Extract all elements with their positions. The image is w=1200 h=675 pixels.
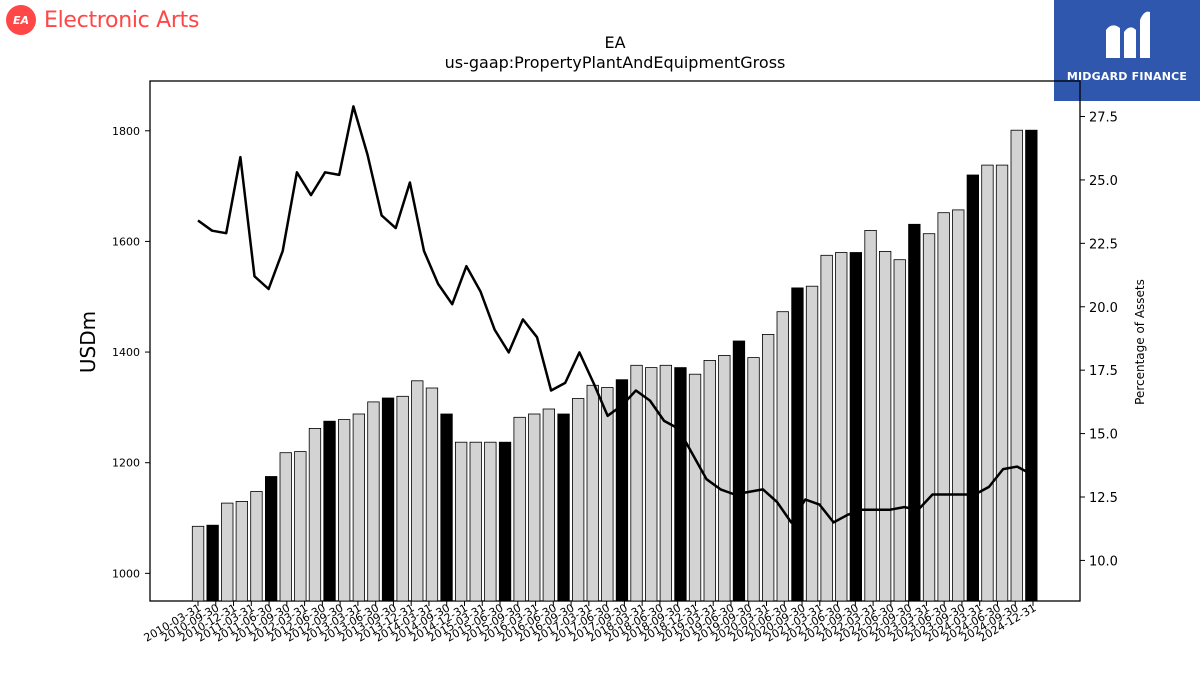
bar	[952, 209, 965, 602]
chart-title: EA	[604, 33, 625, 52]
bar	[995, 164, 1009, 602]
y2-tick-label: 15.0	[1089, 428, 1118, 443]
bar	[718, 354, 731, 602]
bar	[308, 427, 322, 602]
bar	[835, 252, 848, 602]
bar	[381, 397, 395, 602]
bar	[966, 174, 979, 602]
bar	[572, 398, 585, 602]
y2-tick-label: 25.0	[1089, 174, 1118, 189]
midgard-badge: MIDGARD FINANCE	[1054, 0, 1200, 101]
y2-tick-label: 27.5	[1089, 111, 1118, 126]
y-tick-label: 1800	[112, 125, 140, 138]
bar	[513, 416, 526, 602]
bar	[235, 500, 249, 602]
bar	[747, 357, 760, 602]
bar	[1025, 129, 1038, 602]
bar	[425, 387, 439, 602]
bar	[776, 311, 789, 602]
y2-tick-label: 22.5	[1089, 237, 1118, 252]
brand-logo: EA Electronic Arts	[6, 4, 199, 36]
y2-tick-label: 20.0	[1089, 301, 1118, 316]
bar	[411, 380, 424, 602]
bar	[586, 384, 599, 602]
bar	[221, 502, 234, 602]
bar	[396, 395, 409, 602]
y2-tick-label: 17.5	[1089, 364, 1118, 379]
plot-frame	[149, 80, 1081, 602]
bar	[264, 476, 278, 602]
bar	[820, 254, 833, 602]
chart-subtitle: us-gaap:PropertyPlantAndEquipmentGross	[445, 53, 786, 72]
bar	[659, 364, 672, 602]
bar	[528, 413, 541, 602]
bar	[469, 441, 482, 602]
bar	[1010, 129, 1023, 602]
bar	[981, 164, 994, 602]
bar	[557, 413, 570, 602]
bar	[206, 524, 219, 602]
bar	[937, 212, 950, 602]
bar	[849, 252, 862, 602]
bar	[601, 387, 614, 602]
bar	[352, 413, 366, 602]
bar	[367, 401, 380, 602]
bar	[805, 285, 819, 602]
bar	[864, 229, 877, 602]
bar	[484, 441, 497, 602]
bar	[279, 452, 292, 602]
y-tick-label: 1600	[112, 235, 140, 248]
bar	[294, 451, 307, 602]
bar	[893, 259, 906, 602]
bar	[922, 233, 936, 602]
bar	[762, 333, 775, 602]
bar	[645, 367, 658, 602]
bar	[908, 223, 921, 602]
bar	[440, 413, 453, 602]
y2-axis-label: Percentage of Assets	[1133, 279, 1147, 405]
brand-name: Electronic Arts	[44, 7, 200, 33]
bar	[323, 420, 336, 602]
bar	[250, 491, 263, 602]
bar	[791, 287, 804, 602]
bar	[454, 441, 468, 602]
percentage-line	[197, 105, 1032, 524]
y2-tick-label: 10.0	[1089, 554, 1118, 569]
bar	[688, 373, 702, 602]
y-tick-label: 1000	[112, 567, 140, 580]
y-axis-label: USDm	[76, 311, 100, 373]
ea-logo-icon: EA	[6, 5, 36, 35]
bar	[674, 367, 687, 602]
bar	[191, 525, 205, 602]
midgard-logo-icon	[1106, 11, 1150, 58]
badge-name: MIDGARD FINANCE	[1066, 70, 1188, 83]
y-tick-label: 1200	[112, 457, 140, 470]
y2-tick-label: 12.5	[1089, 491, 1118, 506]
bar	[498, 441, 512, 602]
bar	[542, 408, 555, 602]
bar	[879, 250, 892, 602]
bar	[615, 379, 629, 602]
bar	[337, 419, 351, 602]
bar	[732, 340, 746, 602]
bar	[630, 364, 643, 602]
y-tick-label: 1400	[112, 346, 140, 359]
